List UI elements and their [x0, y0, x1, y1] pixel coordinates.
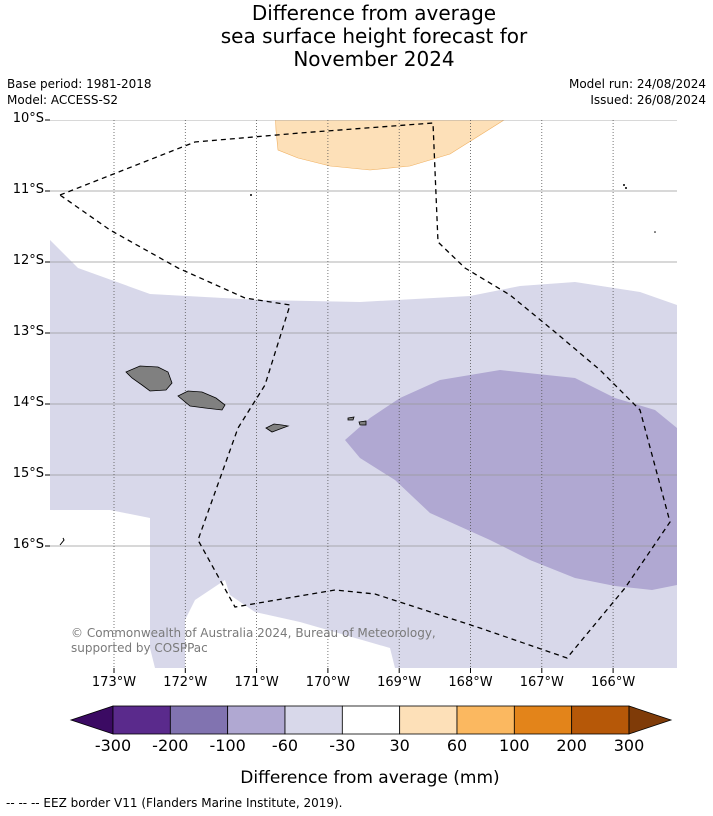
island-upolu	[177, 390, 226, 411]
anomaly-region-plus30-plus60	[275, 120, 505, 171]
islet	[654, 231, 656, 233]
anomaly-region-minus100-minus60	[345, 370, 677, 590]
island-tutuila	[265, 423, 290, 433]
colorbar-tick-label: -100	[209, 736, 246, 755]
gridlines	[50, 120, 677, 668]
lon-label: 166°W	[591, 675, 636, 690]
colorbar-segment	[112, 705, 171, 735]
colorbar-tick-label: -60	[271, 736, 299, 755]
colorbar-segment	[169, 705, 229, 735]
colorbar-segment	[399, 705, 458, 735]
colorbar-tick-label: 300	[613, 736, 645, 755]
model-name: Model: ACCESS-S2	[7, 93, 119, 107]
colorbar-tick-label: 200	[556, 736, 587, 755]
colorbar-label: Difference from average (mm)	[240, 768, 500, 788]
map-area	[50, 120, 677, 668]
colorbar-segment	[456, 705, 515, 735]
colorbar-extend-high	[628, 705, 673, 735]
islet	[250, 194, 252, 196]
colorbar-segment	[513, 705, 573, 735]
lat-label: 15°S	[12, 466, 44, 481]
islet	[623, 184, 625, 186]
colorbar-tick-label: -300	[94, 736, 132, 755]
islet	[59, 537, 65, 546]
colorbar-segment	[284, 705, 343, 735]
lat-label: 16°S	[12, 537, 44, 552]
colorbar-tick-label: 30	[389, 736, 410, 755]
lat-label: 10°S	[12, 111, 44, 126]
colorbar-tick-label: -30	[329, 736, 356, 755]
lon-label: 171°W	[234, 675, 279, 690]
eez-border	[58, 122, 671, 659]
colorbar-extend-low	[69, 705, 114, 735]
lon-label: 168°W	[448, 675, 493, 690]
lon-label: 172°W	[163, 675, 208, 690]
lon-label: 167°W	[519, 675, 564, 690]
colorbar-segment	[227, 705, 286, 735]
eez-footnote: -- -- -- EEZ border V11 (Flanders Marine…	[6, 796, 343, 810]
lon-label: 173°W	[91, 675, 137, 690]
island-savaii	[125, 365, 173, 392]
colorbar	[69, 705, 673, 735]
model-run: Model run: 24/08/2024	[568, 77, 706, 91]
lat-label: 12°S	[12, 253, 44, 268]
colorbar-segment	[341, 705, 401, 735]
lat-label: 13°S	[12, 324, 44, 339]
island-manua	[347, 416, 367, 426]
lon-label: 170°W	[305, 675, 350, 690]
islet	[625, 187, 627, 189]
title-line-1: Difference from average	[251, 1, 497, 25]
lon-label: 169°W	[377, 675, 422, 690]
title-line-2: sea surface height forecast for	[220, 24, 528, 48]
axis-ticks	[45, 119, 614, 673]
title-line-3: November 2024	[293, 47, 455, 71]
colorbar-tick-label: 100	[499, 736, 530, 755]
colorbar-tick-label: -200	[152, 736, 189, 755]
base-period: Base period: 1981-2018	[7, 77, 152, 91]
colorbar-tick-label: 60	[446, 736, 468, 755]
lat-label: 14°S	[12, 395, 44, 410]
issued-date: Issued: 26/08/2024	[590, 93, 706, 107]
lat-label: 11°S	[12, 182, 44, 197]
colorbar-segment	[571, 705, 630, 735]
copyright-note: © Commonwealth of Australia 2024, Bureau…	[71, 626, 436, 655]
